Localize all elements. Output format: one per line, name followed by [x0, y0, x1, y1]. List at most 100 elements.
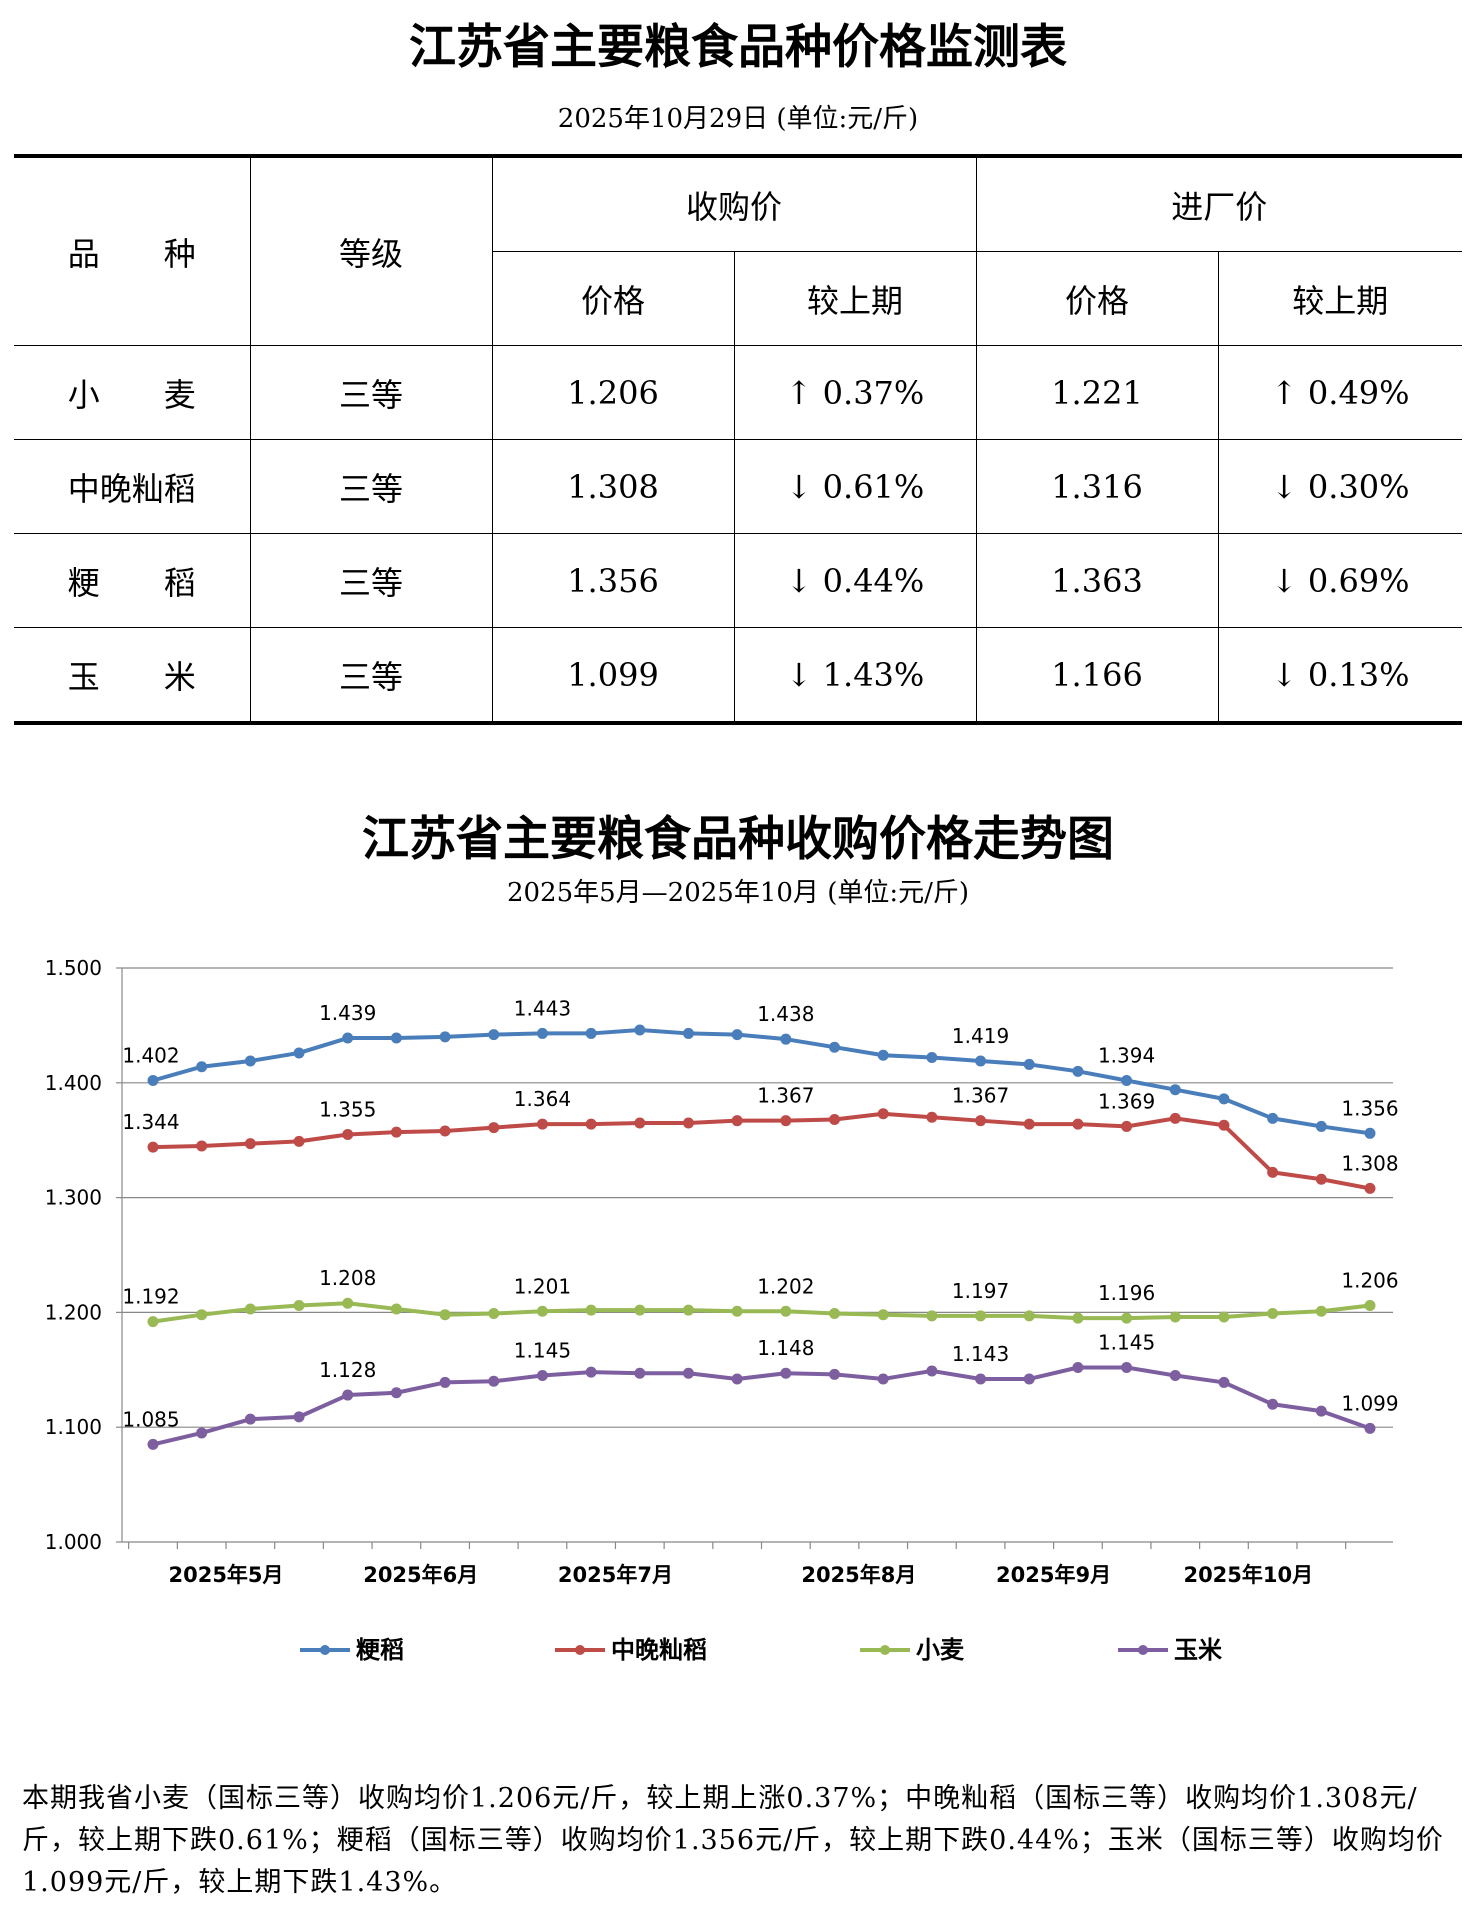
data-point	[1315, 1120, 1327, 1132]
cell-factory-change: ↓ 0.13%	[1217, 627, 1462, 724]
data-point	[1267, 1166, 1279, 1178]
data-point	[1169, 1370, 1181, 1382]
data-point	[147, 1438, 159, 1450]
series-line-粳稻	[152, 1027, 1371, 1136]
data-point	[196, 1427, 208, 1439]
data-point	[244, 1303, 256, 1315]
legend-marker	[1138, 1645, 1148, 1655]
data-point	[975, 1055, 987, 1067]
legend-label: 中晚籼稻	[611, 1636, 707, 1664]
data-point	[1121, 1075, 1133, 1087]
data-label: 1.308	[1341, 1151, 1398, 1175]
header-purchase-price-value: 价格	[492, 251, 735, 346]
table-row: 小 麦 三等 1.206 ↑ 0.37% 1.221 ↑ 0.49%	[14, 345, 1462, 440]
data-point	[634, 1304, 646, 1316]
y-tick-label: 1.300	[45, 1186, 102, 1210]
data-point	[1364, 1182, 1376, 1194]
data-point	[439, 1376, 451, 1388]
data-label: 1.402	[122, 1044, 179, 1068]
data-point	[1121, 1120, 1133, 1132]
data-point	[1218, 1119, 1230, 1131]
table-row: 玉 米 三等 1.099 ↓ 1.43% 1.166 ↓ 0.13%	[14, 627, 1462, 724]
data-label: 1.148	[757, 1336, 814, 1360]
data-label: 1.143	[952, 1342, 1009, 1366]
data-point	[293, 1135, 305, 1147]
data-point	[926, 1310, 938, 1322]
data-point	[877, 1049, 889, 1061]
data-point	[244, 1413, 256, 1425]
data-label: 1.419	[952, 1024, 1009, 1048]
y-tick-label: 1.500	[45, 956, 102, 980]
data-point	[1169, 1112, 1181, 1124]
data-point	[829, 1041, 841, 1053]
data-point	[488, 1375, 500, 1387]
price-trend-chart: 1.500 1.400 1.300 1.200 1.100 1.000 2025年5月 202…	[45, 956, 1399, 1664]
x-tick-label: 2025年7月	[558, 1563, 673, 1587]
data-label: 1.356	[1341, 1096, 1398, 1120]
data-label: 1.439	[319, 1001, 376, 1025]
data-point	[731, 1305, 743, 1317]
header-factory-price-value: 价格	[975, 251, 1219, 346]
price-table: 品 种 等级 收购价 进厂价 价格 较上期 价格 较上期 小 麦 三等 1.20…	[14, 154, 1462, 725]
data-point	[731, 1115, 743, 1127]
data-point	[1023, 1118, 1035, 1130]
legend-marker	[320, 1645, 330, 1655]
data-point	[342, 1032, 354, 1044]
data-label: 1.369	[1098, 1089, 1155, 1113]
data-label: 1.128	[319, 1358, 376, 1382]
legend-label: 粳稻	[356, 1636, 404, 1664]
data-point	[829, 1114, 841, 1126]
data-label: 1.196	[1098, 1281, 1155, 1305]
data-point	[439, 1031, 451, 1043]
data-point	[439, 1125, 451, 1137]
data-point	[390, 1126, 402, 1138]
data-point	[634, 1024, 646, 1036]
data-point	[731, 1373, 743, 1385]
series-line-玉米	[152, 1365, 1371, 1447]
data-point	[975, 1115, 987, 1127]
data-label: 1.344	[122, 1110, 179, 1134]
y-tick-label: 1.000	[45, 1530, 102, 1554]
data-point	[975, 1310, 987, 1322]
data-point	[829, 1308, 841, 1320]
data-point	[780, 1115, 792, 1127]
cell-factory-price: 1.166	[975, 627, 1219, 724]
data-point	[1364, 1300, 1376, 1312]
data-point	[244, 1138, 256, 1150]
data-label: 1.367	[757, 1084, 814, 1108]
data-point	[342, 1128, 354, 1140]
data-point	[293, 1300, 305, 1312]
data-point	[926, 1111, 938, 1123]
data-point	[1364, 1127, 1376, 1139]
legend-label: 小麦	[916, 1636, 965, 1664]
cell-purchase-change: ↓ 0.44%	[733, 533, 977, 628]
data-point	[1267, 1308, 1279, 1320]
x-tick-label: 2025年6月	[363, 1563, 478, 1587]
header-purchase-change: 较上期	[733, 251, 977, 346]
data-point	[1169, 1084, 1181, 1096]
data-point	[196, 1140, 208, 1152]
data-point	[780, 1305, 792, 1317]
data-label: 1.355	[319, 1097, 376, 1121]
legend-marker	[880, 1645, 890, 1655]
cell-purchase-price: 1.099	[491, 627, 735, 724]
data-point	[439, 1309, 451, 1321]
data-point	[488, 1308, 500, 1320]
data-point	[390, 1303, 402, 1315]
header-variety: 品 种	[14, 155, 251, 346]
cell-factory-change: ↓ 0.30%	[1217, 439, 1462, 534]
summary-text: 本期我省小麦（国标三等）收购均价1.206元/斤，较上期上涨0.37%；中晚籼稻…	[22, 1783, 1444, 1898]
data-point	[1218, 1311, 1230, 1323]
data-label: 1.394	[1098, 1044, 1155, 1068]
data-point	[585, 1118, 597, 1130]
data-label: 1.099	[1341, 1391, 1398, 1415]
data-point	[682, 1304, 694, 1316]
data-point	[1072, 1065, 1084, 1077]
data-point	[585, 1366, 597, 1378]
data-point	[1072, 1118, 1084, 1130]
legend-marker	[575, 1645, 585, 1655]
data-point	[1315, 1405, 1327, 1417]
data-point	[877, 1108, 889, 1120]
data-point	[682, 1027, 694, 1039]
data-point	[536, 1370, 548, 1382]
